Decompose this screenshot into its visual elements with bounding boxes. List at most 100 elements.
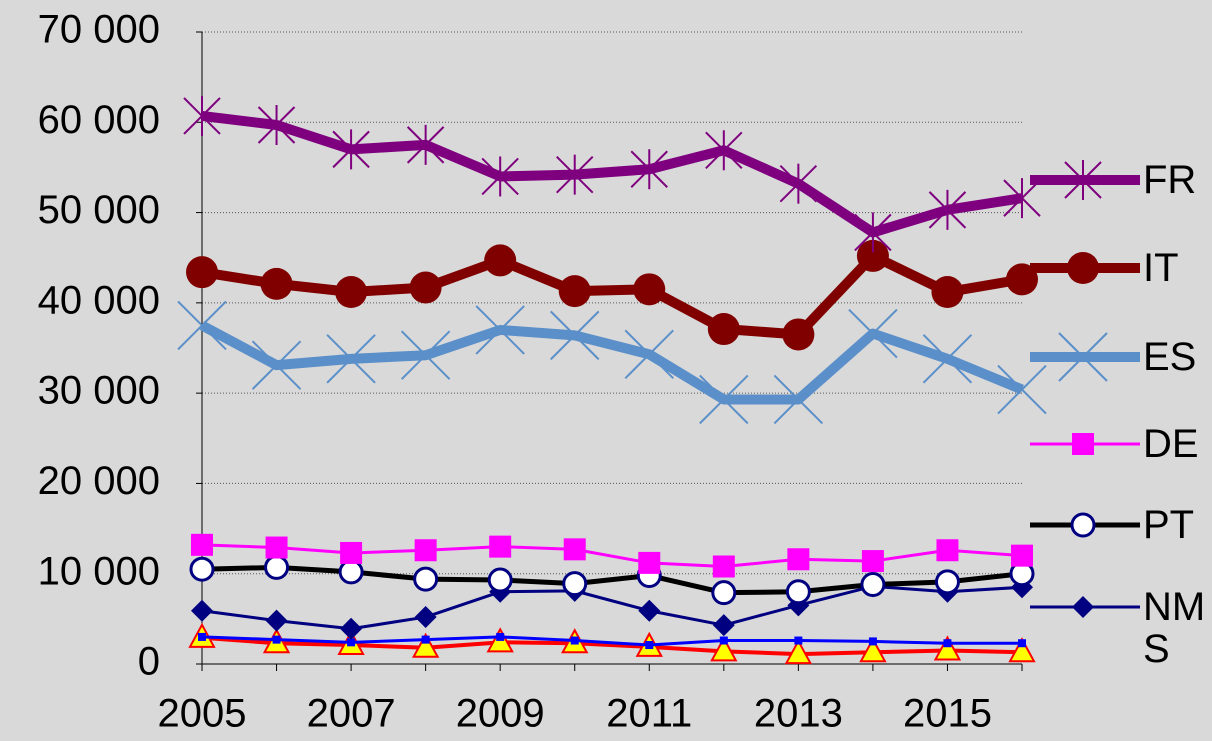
marker <box>556 154 594 195</box>
x-tick-label: 2007 <box>307 692 396 736</box>
marker-stroke <box>699 374 749 425</box>
legend-label: ES <box>1143 335 1197 379</box>
marker-shape <box>1072 596 1094 618</box>
marker <box>251 340 302 390</box>
marker <box>782 318 815 351</box>
marker <box>475 305 525 355</box>
marker <box>848 308 898 359</box>
marker-shape <box>710 636 738 662</box>
legend-entry <box>1030 160 1140 200</box>
series-line <box>201 635 1023 657</box>
marker-shape <box>191 533 213 556</box>
marker <box>409 271 442 304</box>
marker-shape <box>787 548 810 571</box>
marker-shape <box>563 538 586 561</box>
marker-shape <box>719 636 728 645</box>
marker-stroke <box>848 308 898 359</box>
marker-shape <box>931 276 964 309</box>
marker-shape <box>186 256 218 289</box>
marker <box>928 189 967 230</box>
marker-stroke <box>326 334 376 384</box>
y-tick-label: 70 000 <box>38 8 160 52</box>
marker-shape <box>1011 544 1033 567</box>
marker-stroke <box>400 330 451 380</box>
marker-shape <box>340 541 363 564</box>
marker-shape <box>712 614 735 637</box>
marker <box>489 535 512 558</box>
legend-entry <box>1030 596 1140 618</box>
marker-stroke <box>773 374 824 425</box>
marker-shape <box>856 239 889 272</box>
marker-shape <box>638 551 661 574</box>
marker-shape <box>260 267 293 300</box>
marker-stroke <box>922 334 973 384</box>
marker <box>558 275 591 308</box>
x-tick-label: 2013 <box>754 692 843 736</box>
y-tick-label: 0 <box>138 640 160 684</box>
marker-shape <box>265 536 288 559</box>
marker <box>177 300 227 351</box>
marker-shape <box>340 617 363 640</box>
marker-shape <box>496 632 505 641</box>
marker-shape <box>484 244 517 277</box>
marker <box>414 539 437 562</box>
y-tick-label: 10 000 <box>38 549 160 593</box>
marker <box>773 374 824 425</box>
marker <box>859 637 887 663</box>
marker <box>645 641 654 650</box>
legend-label: IT <box>1143 246 1179 290</box>
marker <box>861 550 884 573</box>
marker <box>338 559 364 585</box>
marker-shape <box>943 639 952 648</box>
marker <box>943 639 952 648</box>
marker-shape <box>868 637 877 646</box>
marker-shape <box>712 555 735 578</box>
marker-shape <box>489 535 512 558</box>
marker-shape <box>421 635 430 644</box>
marker <box>1072 596 1094 618</box>
marker <box>347 638 356 647</box>
marker-shape <box>335 276 368 309</box>
marker <box>272 635 281 644</box>
marker-shape <box>707 313 740 346</box>
marker <box>934 569 960 595</box>
legend-label: PT <box>1143 503 1195 547</box>
marker <box>413 566 439 592</box>
marker-shape <box>558 275 591 308</box>
marker <box>860 572 886 598</box>
marker <box>624 329 674 380</box>
legend-entry <box>1030 512 1140 538</box>
marker-shape <box>189 556 215 582</box>
marker-shape <box>1008 637 1036 663</box>
y-tick-label: 30 000 <box>38 369 160 413</box>
marker-shape <box>784 638 813 665</box>
marker <box>186 256 218 289</box>
marker <box>198 632 206 641</box>
marker <box>265 609 288 632</box>
marker <box>784 638 813 665</box>
marker <box>779 163 818 204</box>
marker <box>406 124 445 165</box>
marker <box>421 635 430 644</box>
marker-stroke <box>251 340 302 390</box>
legend-entry <box>1030 332 1140 382</box>
marker <box>414 606 437 629</box>
marker <box>997 364 1047 415</box>
marker <box>481 156 519 197</box>
marker <box>638 599 661 622</box>
marker <box>496 632 505 641</box>
legend-entry <box>1030 433 1140 455</box>
marker <box>710 636 738 662</box>
legend-label: FR <box>1143 158 1197 202</box>
marker-shape <box>711 580 737 606</box>
marker <box>933 635 962 661</box>
marker-shape <box>191 599 213 622</box>
marker <box>719 636 728 645</box>
marker-shape <box>633 273 666 306</box>
marker-shape <box>1070 512 1096 538</box>
marker <box>711 580 737 606</box>
series-line <box>201 635 1022 647</box>
marker <box>332 129 370 170</box>
marker <box>1018 639 1026 648</box>
